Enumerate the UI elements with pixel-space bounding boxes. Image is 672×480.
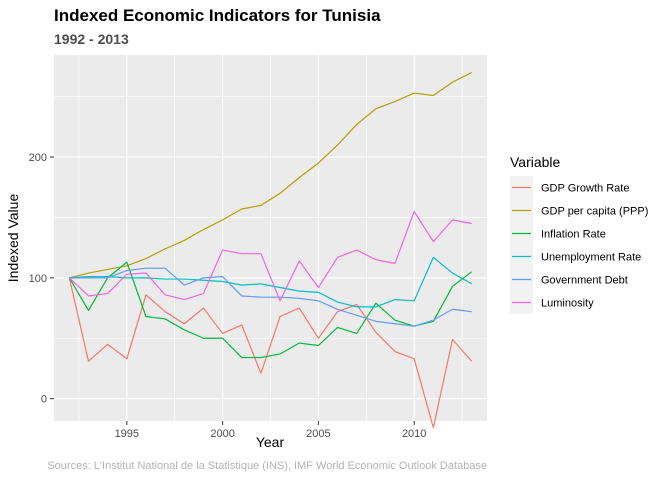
legend-label: GDP per capita (PPP) [541,206,648,218]
legend-label: Luminosity [541,298,594,310]
chart-title: Indexed Economic Indicators for Tunisia [54,6,381,25]
y-tick-label: 200 [29,152,47,164]
legend-label: Inflation Rate [541,229,606,241]
legend-title: Variable [510,154,561,170]
legend-item: Inflation Rate [510,222,606,245]
series-line [68,261,473,359]
y-axis-title: Indexed Value [5,194,21,283]
legend-items: GDP Growth Rate GDP per capita (PPP) Infla… [510,176,648,314]
chart-subtitle: 1992 - 2013 [54,31,129,47]
y-tick-label: 0 [41,394,47,406]
series-line [68,210,472,302]
x-axis-title: Year [256,434,285,450]
legend-item: Luminosity [510,291,594,314]
chart-caption: Sources: L'Institut National de la Stati… [47,460,487,472]
y-axis: 0 100 200 [29,152,54,406]
y-tick-label: 100 [29,273,47,285]
legend-item: Government Debt [510,268,628,291]
x-tick-label: 2005 [306,428,330,440]
x-tick-label: 1995 [115,428,139,440]
series-lines [68,71,473,429]
legend-label: GDP Growth Rate [541,183,629,195]
legend-label: Unemployment Rate [541,252,641,264]
legend: Variable GDP Growth Rate GDP per capita (… [510,154,648,314]
x-axis: 1995 2000 2005 2010 [115,421,426,440]
series-line [69,71,472,279]
series-line [69,267,472,327]
legend-item: Unemployment Rate [510,245,641,268]
legend-item: GDP per capita (PPP) [510,199,648,222]
x-tick-label: 2010 [402,428,426,440]
x-tick-label: 2000 [210,428,234,440]
series-line [68,277,473,429]
legend-item: GDP Growth Rate [510,176,629,199]
legend-label: Government Debt [541,275,628,287]
series-line [69,256,472,308]
